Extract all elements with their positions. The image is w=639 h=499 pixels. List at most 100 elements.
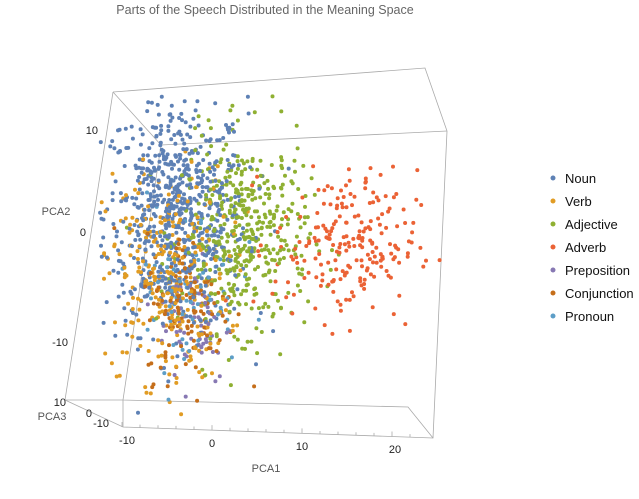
data-point-conjunction xyxy=(203,280,208,285)
data-point-noun xyxy=(204,138,209,143)
data-point-adverb xyxy=(421,264,426,269)
data-point-adjective xyxy=(233,252,238,257)
data-point-adverb xyxy=(334,206,339,211)
data-point-noun xyxy=(158,193,163,198)
data-point-adjective xyxy=(196,201,201,206)
data-point-pronoun xyxy=(178,279,182,284)
data-point-noun xyxy=(184,314,189,319)
data-point-adverb xyxy=(403,221,408,225)
data-point-pronoun xyxy=(190,317,195,322)
data-point-noun xyxy=(166,379,171,384)
data-point-adverb xyxy=(361,229,366,234)
data-point-adjective xyxy=(186,250,191,255)
data-point-adverb xyxy=(311,164,316,169)
data-point-adverb xyxy=(257,253,262,258)
legend-label: Conjunction xyxy=(565,286,634,301)
data-point-verb xyxy=(197,244,202,249)
data-point-verb xyxy=(110,171,115,176)
data-point-adjective xyxy=(200,367,205,372)
legend-label: Preposition xyxy=(565,263,630,278)
data-point-verb xyxy=(178,218,182,223)
data-point-adverb xyxy=(386,209,391,214)
data-point-adverb xyxy=(348,265,352,270)
data-point-adverb xyxy=(346,240,351,245)
data-point-adjective xyxy=(306,299,311,304)
data-point-adjective xyxy=(254,291,259,296)
data-point-adjective xyxy=(236,272,241,277)
data-point-verb xyxy=(174,364,179,369)
data-point-verb xyxy=(196,331,201,336)
data-point-adjective xyxy=(239,216,244,220)
data-point-verb xyxy=(134,218,139,223)
legend-label: Verb xyxy=(565,194,592,209)
data-point-noun xyxy=(158,264,163,269)
data-point-verb xyxy=(102,276,106,281)
data-point-adjective xyxy=(296,187,301,191)
data-point-adjective xyxy=(217,267,222,272)
data-point-adjective xyxy=(257,219,262,224)
data-point-preposition xyxy=(145,302,150,307)
data-point-noun xyxy=(192,245,197,249)
data-point-adverb xyxy=(334,267,339,272)
data-point-noun xyxy=(172,278,177,283)
data-point-pronoun xyxy=(188,300,193,305)
data-point-noun xyxy=(190,213,195,218)
data-point-verb xyxy=(136,296,140,301)
data-point-noun xyxy=(151,252,156,257)
data-point-adjective xyxy=(278,185,283,190)
data-point-noun xyxy=(151,183,156,188)
data-point-noun xyxy=(225,197,230,202)
data-point-adverb xyxy=(374,245,379,250)
data-point-noun xyxy=(188,199,193,204)
data-point-adjective xyxy=(250,197,255,202)
data-point-adverb xyxy=(297,240,302,244)
data-point-adjective xyxy=(226,249,231,254)
data-point-adverb xyxy=(364,268,369,273)
data-point-adjective xyxy=(239,248,244,252)
data-point-noun xyxy=(123,318,128,323)
data-point-adverb xyxy=(339,188,343,193)
data-point-verb xyxy=(185,307,190,312)
data-point-conjunction xyxy=(176,242,181,246)
data-point-verb xyxy=(141,157,146,162)
data-point-adverb xyxy=(394,192,399,196)
data-point-noun xyxy=(110,198,115,203)
data-point-noun xyxy=(148,171,153,176)
data-point-noun xyxy=(213,160,218,165)
data-point-noun xyxy=(215,138,220,143)
data-point-noun xyxy=(116,248,121,253)
data-point-verb xyxy=(190,221,195,226)
data-point-pronoun xyxy=(182,357,187,361)
data-point-adjective xyxy=(162,231,167,236)
data-point-adjective xyxy=(278,352,283,357)
data-point-adjective xyxy=(235,159,240,164)
data-point-noun xyxy=(215,201,220,206)
data-point-noun xyxy=(258,311,263,315)
data-point-adjective xyxy=(244,302,248,307)
data-point-verb xyxy=(152,278,157,283)
data-point-verb xyxy=(163,359,168,364)
data-point-noun xyxy=(233,273,238,278)
data-point-conjunction xyxy=(193,365,198,370)
data-point-adjective xyxy=(243,272,248,277)
data-point-adverb xyxy=(367,257,372,262)
data-point-adjective xyxy=(235,254,240,259)
data-point-noun xyxy=(157,153,162,158)
data-point-noun xyxy=(212,167,217,172)
data-point-verb xyxy=(138,222,143,227)
data-point-adverb xyxy=(335,299,340,304)
data-point-adjective xyxy=(272,186,277,191)
data-point-noun xyxy=(168,118,173,123)
data-point-preposition xyxy=(197,291,202,296)
data-point-adjective xyxy=(244,213,249,218)
data-point-pronoun xyxy=(149,296,153,301)
data-point-adjective xyxy=(244,283,249,288)
data-point-adjective xyxy=(259,232,264,237)
data-point-conjunction xyxy=(163,353,168,358)
data-point-noun xyxy=(197,181,202,186)
data-point-adverb xyxy=(307,239,312,244)
data-point-adverb xyxy=(331,243,336,247)
data-point-verb xyxy=(123,272,127,277)
data-point-conjunction xyxy=(209,282,214,287)
data-point-adverb xyxy=(363,179,368,184)
